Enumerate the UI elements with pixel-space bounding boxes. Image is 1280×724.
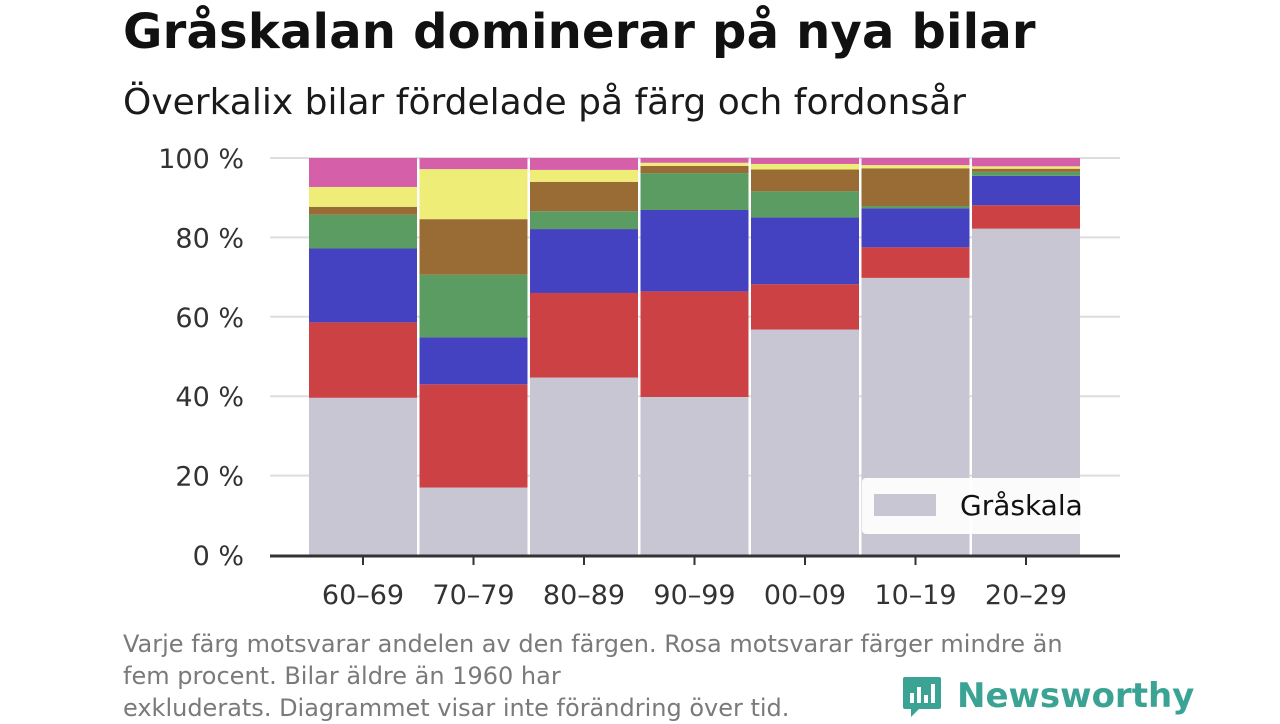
bar-segment [309,158,417,187]
bar-segment [751,217,859,285]
y-tick-label: 60 % [175,303,244,334]
bar-segment [530,169,638,182]
x-tick-label: 60–69 [322,580,404,611]
bar-segment [640,210,749,292]
x-tick-label: 10–19 [874,580,956,611]
bar-segment [309,397,417,555]
footnote: Varje färg motsvarar andelen av den färg… [123,628,1133,724]
x-tick-label: 70–79 [432,580,514,611]
bar-segment [640,158,749,163]
bar-segment [640,291,749,397]
bar-segment [972,166,1080,169]
bar-segment [309,248,417,323]
bar-segment [751,284,859,330]
chart-subtitle: Överkalix bilar fördelade på färg och fo… [123,82,966,123]
bar-segment [530,292,638,378]
bar-segment [861,208,970,248]
newsworthy-logo-icon [903,677,941,717]
bar-segment [861,168,970,207]
bar-segment [751,158,859,164]
legend-label: Gråskala [960,489,1083,522]
bar-segment [861,158,970,166]
x-tick-label: 80–89 [543,580,625,611]
bar-segment [972,175,1080,206]
bar-segment [419,384,528,488]
bar-segment [640,396,749,555]
bar-segment [419,158,528,170]
footnote-line-3: exkluderats. Diagrammet visar inte förän… [123,694,790,722]
x-tick-label: 20–29 [985,580,1067,611]
footnote-line-2: fem procent. Bilar äldre än 1960 har [123,662,561,690]
bar-segment [751,163,859,170]
bar-segment [640,162,749,166]
y-tick-label: 100 % [158,144,244,175]
bar-segment [530,211,638,230]
legend-box [862,478,1092,534]
bar-segment [530,181,638,212]
bar-segment [751,191,859,218]
bar-segment [530,158,638,170]
y-tick-label: 20 % [175,462,244,493]
bar-segment [530,229,638,293]
x-tick-label: 90–99 [653,580,735,611]
bar-segment [751,329,859,555]
y-tick-label: 80 % [175,223,244,254]
bar-segment [419,337,528,385]
chart-title: Gråskalan dominerar på nya bilar [123,4,1036,60]
bar-segment [972,158,1080,167]
bar-segment [419,487,528,555]
legend: Gråskala [862,478,1092,534]
bar-segment [309,214,417,249]
brand-name: Newsworthy [957,676,1195,716]
bar-segment [309,206,417,215]
bar-segment [972,168,1080,172]
y-tick-label: 0 % [193,541,244,572]
bar-segment [309,322,417,398]
bars [309,158,1080,555]
bar-segment [861,165,970,169]
footnote-line-1: Varje färg motsvarar andelen av den färg… [123,630,1063,658]
bar-segment [972,171,1080,176]
brand: Newsworthy [901,672,1194,720]
bar-segment [419,219,528,275]
bar-segment [861,247,970,278]
axes: 0 % 20 % 40 % 60 % 80 % 100 % 60–69 70–79 80–89 9… [158,144,1120,611]
bar-segment [640,173,749,211]
bar-segment [861,206,970,209]
bar-segment [309,186,417,207]
bar-segment [751,169,859,192]
bar-segment [640,165,749,174]
bar-segment [530,377,638,555]
bar-segment [419,169,528,220]
x-tick-label: 00–09 [764,580,846,611]
y-tick-label: 40 % [175,382,244,413]
bar-segment [419,274,528,338]
legend-swatch [874,494,936,516]
bar-segment [972,205,1080,229]
